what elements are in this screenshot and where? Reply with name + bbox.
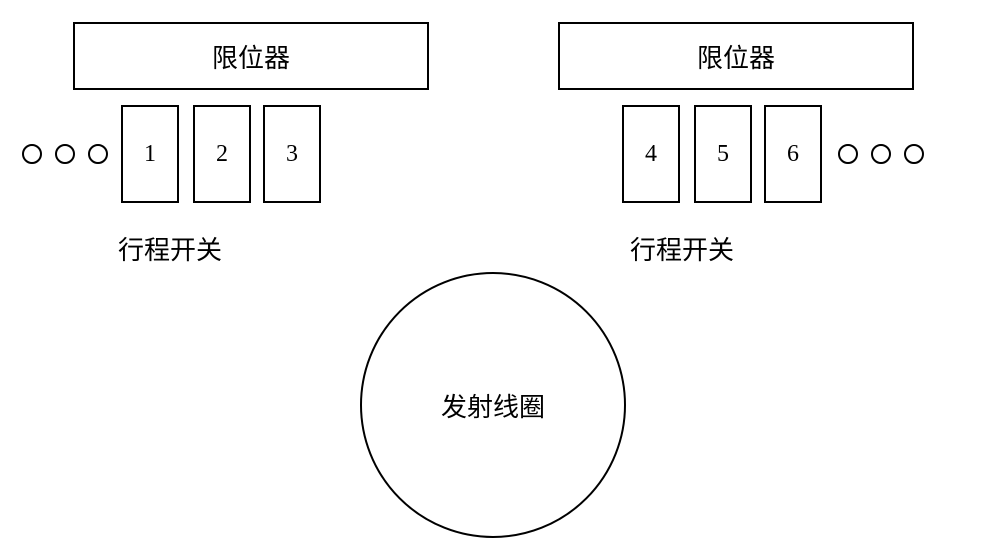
left-limiter-box: 限位器 bbox=[73, 22, 429, 90]
switch-number: 1 bbox=[144, 141, 156, 168]
travel-switch-5: 5 bbox=[694, 105, 752, 203]
switch-number: 4 bbox=[645, 141, 657, 168]
travel-switch-2: 2 bbox=[193, 105, 251, 203]
switch-number: 3 bbox=[286, 141, 298, 168]
ellipsis-dot bbox=[838, 144, 858, 164]
travel-switch-4: 4 bbox=[622, 105, 680, 203]
right-limiter-box: 限位器 bbox=[558, 22, 914, 90]
ellipsis-dot bbox=[22, 144, 42, 164]
ellipsis-dot bbox=[871, 144, 891, 164]
switch-number: 2 bbox=[216, 141, 228, 168]
ellipsis-dot bbox=[88, 144, 108, 164]
left-switch-label-text: 行程开关 bbox=[118, 236, 222, 265]
right-switch-label-text: 行程开关 bbox=[630, 236, 734, 265]
transmit-coil: 发射线圈 bbox=[360, 272, 626, 538]
coil-label: 发射线圈 bbox=[441, 387, 545, 424]
ellipsis-dot bbox=[55, 144, 75, 164]
right-switch-label: 行程开关 bbox=[630, 230, 830, 267]
travel-switch-1: 1 bbox=[121, 105, 179, 203]
right-limiter-label: 限位器 bbox=[697, 38, 775, 75]
switch-number: 6 bbox=[787, 141, 799, 168]
switch-number: 5 bbox=[717, 141, 729, 168]
travel-switch-6: 6 bbox=[764, 105, 822, 203]
travel-switch-3: 3 bbox=[263, 105, 321, 203]
left-limiter-label: 限位器 bbox=[212, 38, 290, 75]
left-switch-label: 行程开关 bbox=[118, 230, 318, 267]
ellipsis-dot bbox=[904, 144, 924, 164]
